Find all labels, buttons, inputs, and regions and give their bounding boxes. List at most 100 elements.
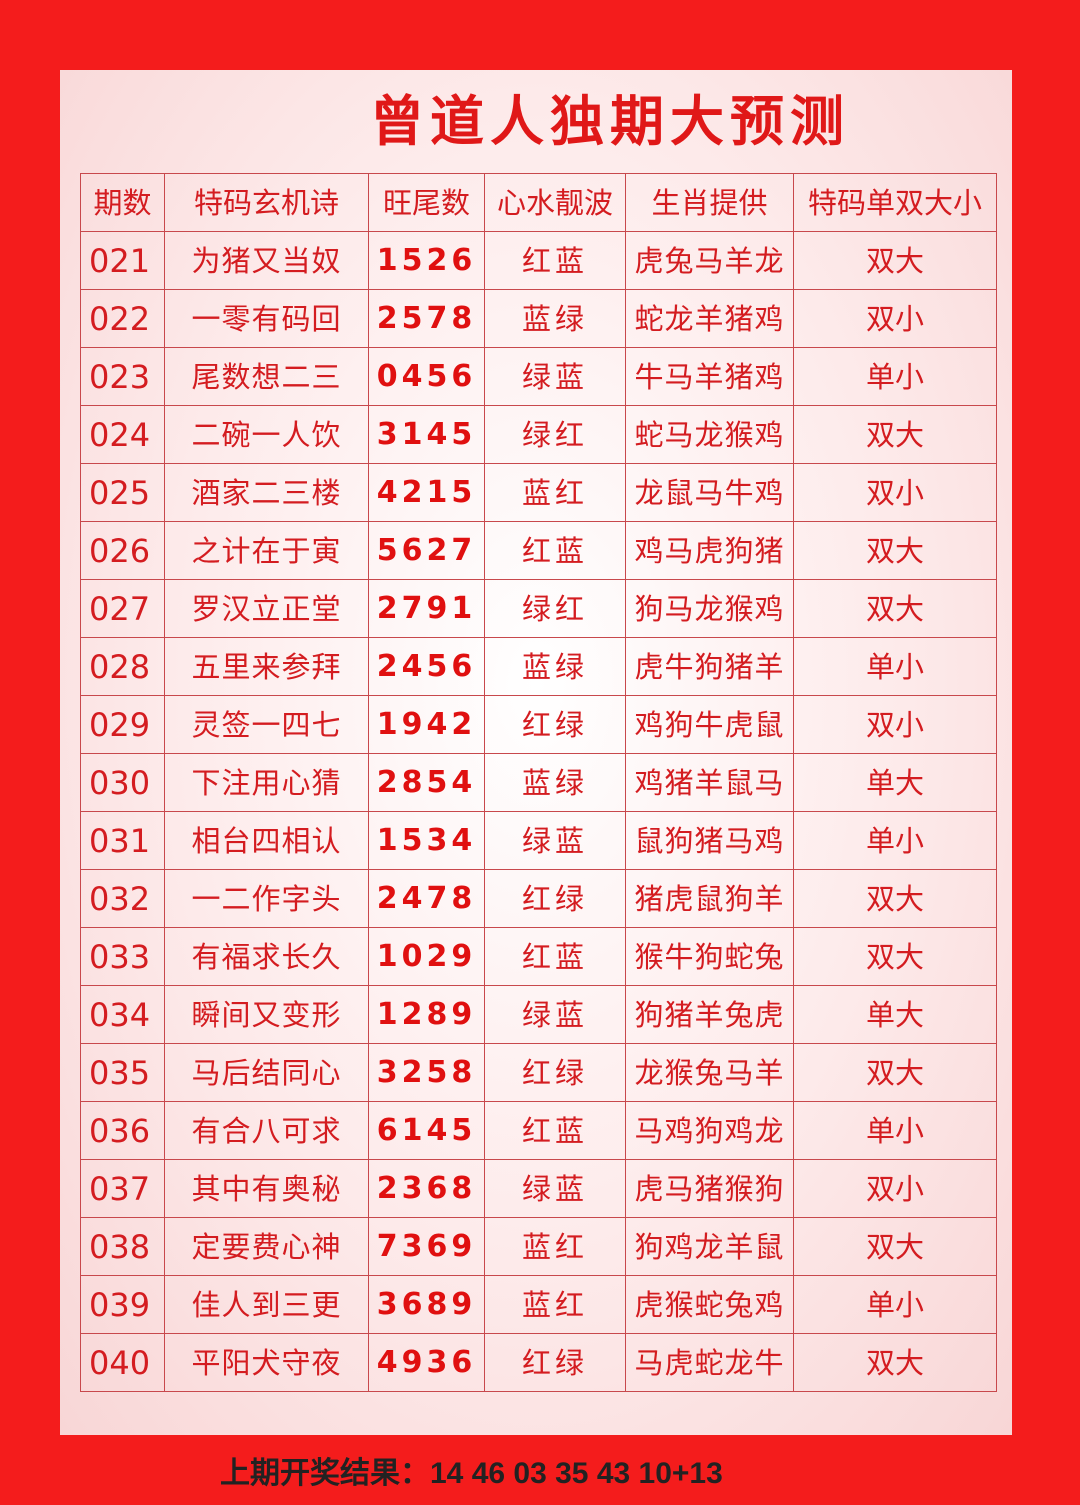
cell-tails: 2368: [368, 1159, 485, 1218]
cell-odd-even-size: 单大: [793, 985, 997, 1044]
cell-odd-even-size: 单大: [793, 753, 997, 812]
cell-zodiac: 狗马龙猴鸡: [625, 579, 794, 638]
cell-wave: 蓝红: [484, 1275, 626, 1334]
cell-period: 028: [80, 637, 165, 696]
cell-poem: 之计在于寅: [164, 521, 369, 580]
cell-poem: 尾数想二三: [164, 347, 369, 406]
cell-zodiac: 狗鸡龙羊鼠: [625, 1217, 794, 1276]
cell-poem: 有合八可求: [164, 1101, 369, 1160]
cell-period: 037: [80, 1159, 165, 1218]
table-row: 026 之计在于寅 5627 红蓝 鸡马虎狗猪 双大: [80, 521, 997, 580]
cell-poem: 灵签一四七: [164, 695, 369, 754]
cell-tails: 3689: [368, 1275, 485, 1334]
table-row: 031 相台四相认 1534 绿蓝 鼠狗猪马鸡 单小: [80, 811, 997, 870]
cell-wave: 红蓝: [484, 521, 626, 580]
table-row: 038 定要费心神 7369 蓝红 狗鸡龙羊鼠 双大: [80, 1217, 997, 1276]
cell-zodiac: 蛇马龙猴鸡: [625, 405, 794, 464]
table-row: 033 有福求长久 1029 红蓝 猴牛狗蛇兔 双大: [80, 927, 997, 986]
page-title: 曾道人独期大预测: [370, 90, 850, 153]
cell-wave: 绿蓝: [484, 347, 626, 406]
cell-tails: 2854: [368, 753, 485, 812]
cell-period: 040: [80, 1333, 165, 1392]
cell-zodiac: 鼠狗猪马鸡: [625, 811, 794, 870]
cell-tails: 2456: [368, 637, 485, 696]
cell-period: 024: [80, 405, 165, 464]
cell-tails: 2478: [368, 869, 485, 928]
cell-odd-even-size: 单小: [793, 1275, 997, 1334]
cell-odd-even-size: 双大: [793, 1217, 997, 1276]
cell-tails: 1289: [368, 985, 485, 1044]
table-header-row: 期数 特码玄机诗 旺尾数 心水靓波 生肖提供 特码单双大小: [80, 173, 997, 232]
cell-tails: 5627: [368, 521, 485, 580]
cell-tails: 4936: [368, 1333, 485, 1392]
cell-wave: 绿红: [484, 405, 626, 464]
cell-wave: 红绿: [484, 869, 626, 928]
cell-odd-even-size: 双大: [793, 927, 997, 986]
cell-period: 039: [80, 1275, 165, 1334]
cell-wave: 蓝绿: [484, 637, 626, 696]
cell-poem: 一零有码回: [164, 289, 369, 348]
cell-period: 029: [80, 695, 165, 754]
cell-odd-even-size: 双大: [793, 231, 997, 290]
header-zodiac: 生肖提供: [625, 173, 794, 232]
cell-poem: 马后结同心: [164, 1043, 369, 1102]
table-row: 032 一二作字头 2478 红绿 猪虎鼠狗羊 双大: [80, 869, 997, 928]
cell-period: 033: [80, 927, 165, 986]
cell-period: 030: [80, 753, 165, 812]
cell-period: 034: [80, 985, 165, 1044]
cell-tails: 1942: [368, 695, 485, 754]
table-row: 025 酒家二三楼 4215 蓝红 龙鼠马牛鸡 双小: [80, 463, 997, 522]
cell-tails: 3258: [368, 1043, 485, 1102]
cell-wave: 蓝绿: [484, 753, 626, 812]
cell-zodiac: 蛇龙羊猪鸡: [625, 289, 794, 348]
cell-poem: 下注用心猜: [164, 753, 369, 812]
cell-tails: 6145: [368, 1101, 485, 1160]
cell-poem: 平阳犬守夜: [164, 1333, 369, 1392]
cell-wave: 绿蓝: [484, 985, 626, 1044]
cell-tails: 2578: [368, 289, 485, 348]
cell-poem: 瞬间又变形: [164, 985, 369, 1044]
cell-period: 026: [80, 521, 165, 580]
cell-period: 022: [80, 289, 165, 348]
cell-wave: 绿蓝: [484, 1159, 626, 1218]
cell-odd-even-size: 单小: [793, 347, 997, 406]
cell-wave: 红蓝: [484, 231, 626, 290]
cell-tails: 0456: [368, 347, 485, 406]
cell-wave: 绿蓝: [484, 811, 626, 870]
header-tails: 旺尾数: [368, 173, 485, 232]
cell-zodiac: 龙猴兔马羊: [625, 1043, 794, 1102]
table-row: 039 佳人到三更 3689 蓝红 虎猴蛇兔鸡 单小: [80, 1275, 997, 1334]
cell-period: 036: [80, 1101, 165, 1160]
cell-wave: 蓝红: [484, 1217, 626, 1276]
cell-poem: 罗汉立正堂: [164, 579, 369, 638]
cell-poem: 有福求长久: [164, 927, 369, 986]
table-row: 037 其中有奥秘 2368 绿蓝 虎马猪猴狗 双小: [80, 1159, 997, 1218]
cell-period: 038: [80, 1217, 165, 1276]
cell-zodiac: 鸡狗牛虎鼠: [625, 695, 794, 754]
cell-zodiac: 虎马猪猴狗: [625, 1159, 794, 1218]
table-row: 024 二碗一人饮 3145 绿红 蛇马龙猴鸡 双大: [80, 405, 997, 464]
cell-wave: 红蓝: [484, 1101, 626, 1160]
cell-tails: 7369: [368, 1217, 485, 1276]
cell-odd-even-size: 双小: [793, 1159, 997, 1218]
cell-wave: 绿红: [484, 579, 626, 638]
cell-period: 021: [80, 231, 165, 290]
cell-odd-even-size: 双小: [793, 289, 997, 348]
table-row: 034 瞬间又变形 1289 绿蓝 狗猪羊兔虎 单大: [80, 985, 997, 1044]
table-body: 021 为猪又当奴 1526 红蓝 虎兔马羊龙 双大 022 一零有码回 2578 蓝绿 蛇龙羊猪鸡…: [80, 231, 997, 1392]
cell-wave: 蓝红: [484, 463, 626, 522]
cell-tails: 1534: [368, 811, 485, 870]
table-row: 035 马后结同心 3258 红绿 龙猴兔马羊 双大: [80, 1043, 997, 1102]
cell-odd-even-size: 单小: [793, 637, 997, 696]
cell-poem: 定要费心神: [164, 1217, 369, 1276]
cell-odd-even-size: 双小: [793, 695, 997, 754]
table-row: 021 为猪又当奴 1526 红蓝 虎兔马羊龙 双大: [80, 231, 997, 290]
cell-period: 025: [80, 463, 165, 522]
table-row: 027 罗汉立正堂 2791 绿红 狗马龙猴鸡 双大: [80, 579, 997, 638]
cell-period: 023: [80, 347, 165, 406]
cell-wave: 蓝绿: [484, 289, 626, 348]
cell-wave: 红绿: [484, 1333, 626, 1392]
header-poem: 特码玄机诗: [164, 173, 369, 232]
cell-period: 032: [80, 869, 165, 928]
prediction-table: 期数 特码玄机诗 旺尾数 心水靓波 生肖提供 特码单双大小 021 为猪又当奴 15…: [80, 173, 997, 1392]
